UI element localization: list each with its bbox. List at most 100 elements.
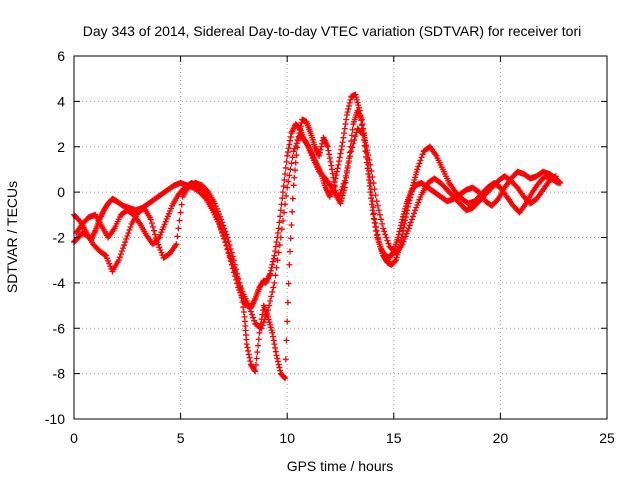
data-point	[120, 245, 127, 252]
data-point	[287, 166, 294, 173]
data-point	[365, 152, 372, 159]
data-point	[289, 154, 296, 161]
data-point	[247, 308, 254, 315]
data-point	[267, 298, 274, 305]
data-point	[379, 220, 386, 227]
data-point	[347, 153, 354, 160]
data-point	[270, 255, 277, 262]
data-point	[352, 133, 359, 140]
data-point	[279, 189, 286, 196]
data-point	[371, 216, 378, 223]
y-tick-label: 6	[57, 48, 65, 64]
data-point	[287, 137, 294, 144]
data-point	[277, 213, 284, 220]
data-point	[348, 148, 355, 155]
data-point	[365, 170, 372, 177]
data-point	[236, 279, 243, 286]
data-point	[279, 195, 286, 202]
data-point	[342, 121, 349, 128]
data-point	[285, 280, 292, 287]
data-point	[223, 242, 230, 249]
x-tick-label: 5	[177, 430, 185, 446]
data-point	[245, 351, 252, 358]
data-point	[351, 136, 358, 143]
data-point	[340, 180, 347, 187]
data-point	[269, 333, 276, 340]
data-point	[255, 336, 262, 343]
data-point	[359, 121, 366, 128]
x-tick-label: 0	[70, 430, 78, 446]
data-point	[330, 174, 337, 181]
data-point	[403, 210, 410, 217]
y-axis-label: SDTVAR / TECUs	[4, 181, 20, 293]
data-point	[366, 156, 373, 163]
data-point	[282, 201, 289, 208]
x-axis-label: GPS time / hours	[287, 458, 394, 474]
data-point	[124, 232, 131, 239]
data-point	[288, 222, 295, 229]
data-point	[367, 189, 374, 196]
data-point	[404, 207, 411, 214]
data-point	[338, 186, 345, 193]
data-point	[415, 163, 422, 170]
data-point	[278, 226, 285, 233]
data-point	[266, 302, 273, 309]
data-point	[277, 367, 284, 374]
data-point	[334, 165, 341, 172]
data-point	[370, 180, 377, 187]
data-point	[384, 237, 391, 244]
data-point	[287, 235, 294, 242]
data-point	[326, 151, 333, 158]
data-point	[359, 131, 366, 138]
data-point	[346, 158, 353, 165]
data-point	[291, 174, 298, 181]
data-point	[358, 122, 365, 129]
data-point	[274, 355, 281, 362]
data-point	[274, 358, 281, 365]
data-point	[246, 305, 253, 312]
data-point	[271, 252, 278, 259]
data-point	[249, 311, 256, 318]
data-point	[317, 146, 324, 153]
data-point	[258, 325, 265, 332]
data-point	[409, 213, 416, 220]
data-point	[360, 125, 367, 132]
data-point	[127, 223, 134, 230]
data-point	[408, 216, 415, 223]
y-tick-label: 4	[57, 93, 65, 109]
data-point	[269, 261, 276, 268]
data-point	[279, 217, 286, 224]
data-point	[125, 229, 132, 236]
data-point	[350, 140, 357, 147]
data-point	[367, 161, 374, 168]
data-point	[369, 174, 376, 180]
data-point	[147, 216, 154, 223]
data-point	[380, 225, 387, 232]
data-point	[374, 231, 381, 238]
data-point	[343, 167, 350, 174]
data-point	[228, 258, 235, 265]
data-point	[318, 143, 325, 150]
data-point	[381, 228, 388, 235]
data-point	[337, 189, 344, 196]
data-point	[274, 257, 281, 264]
data-point	[235, 276, 242, 283]
data-point	[101, 251, 108, 258]
data-point	[287, 133, 294, 140]
data-point	[217, 222, 224, 229]
x-tick-label: 20	[493, 430, 509, 446]
data-point	[335, 195, 342, 202]
data-point	[282, 164, 289, 171]
data-point	[218, 225, 225, 232]
data-point	[252, 361, 259, 368]
data-point	[284, 184, 291, 191]
data-point	[272, 344, 279, 351]
data-point	[316, 152, 323, 159]
data-point	[368, 167, 375, 174]
data-point	[268, 293, 275, 300]
data-point	[338, 146, 345, 153]
data-point	[296, 126, 303, 133]
data-point	[273, 352, 280, 359]
data-point	[344, 108, 351, 115]
